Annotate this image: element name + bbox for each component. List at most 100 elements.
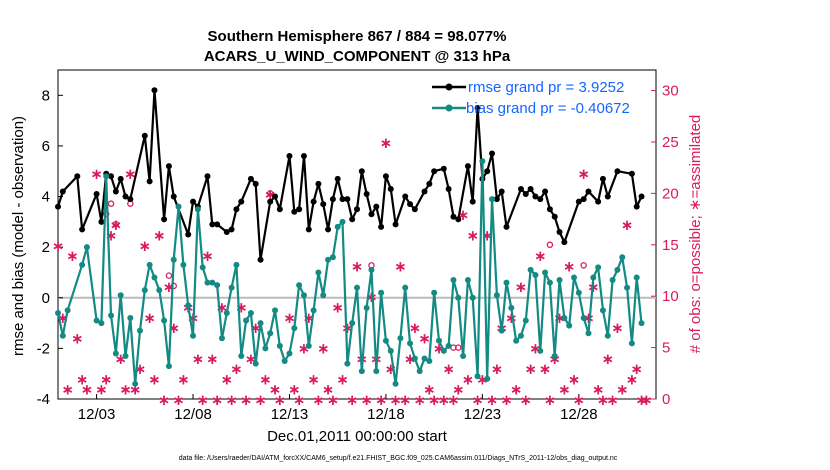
obs-assimilated-marker: ∗ — [129, 381, 142, 399]
rmse-point — [407, 201, 414, 208]
rmse-point — [614, 168, 621, 175]
rmse-point — [300, 153, 307, 160]
obs-assimilated-marker: ∗ — [119, 381, 132, 399]
rmse-point — [93, 191, 100, 198]
rmse-point — [112, 188, 119, 195]
rmse-point — [542, 188, 549, 195]
rmse-point — [378, 223, 385, 230]
obs-assimilated-marker: ∗ — [148, 370, 161, 388]
obs-assimilated-marker: ∗ — [558, 381, 571, 399]
rmse-point — [402, 193, 409, 200]
rmse-point — [305, 226, 312, 233]
y-tick-label: 8 — [42, 87, 50, 104]
bias-point — [98, 320, 105, 327]
rmse-point — [421, 188, 428, 195]
obs-assimilated-marker: ∗ — [81, 381, 94, 399]
bias-point — [382, 337, 389, 344]
obs-assimilated-marker: ∗ — [110, 216, 123, 234]
bias-point — [440, 347, 447, 354]
y2-tick-label: 25 — [662, 134, 679, 151]
bias-point — [339, 218, 346, 225]
obs-assimilated-marker: ∗ — [428, 391, 441, 409]
obs-assimilated-marker: ∗ — [100, 370, 113, 388]
bias-point — [599, 307, 606, 314]
bias-point — [161, 317, 168, 324]
rmse-point — [450, 213, 457, 220]
series-layer — [55, 87, 645, 387]
rmse-point — [484, 168, 491, 175]
rmse-point — [108, 173, 115, 180]
obs-assimilated-marker: ∗ — [274, 391, 287, 409]
rmse-point — [604, 193, 611, 200]
rmse-point — [551, 213, 558, 220]
bias-point — [83, 244, 90, 251]
legend: rmse grand pr = 3.9252 bias grand pr = -… — [432, 79, 630, 117]
obs-assimilated-marker: ∗ — [90, 165, 103, 183]
bias-point — [474, 373, 481, 380]
rmse-point — [358, 168, 365, 175]
rmse-point — [411, 206, 418, 213]
obs-assimilated-marker: ∗ — [201, 247, 214, 265]
bias-point — [286, 350, 293, 357]
rmse-point — [122, 193, 129, 200]
obs-assimilated-marker: ∗ — [621, 216, 634, 234]
rmse-point — [354, 206, 360, 213]
rmse-point — [474, 104, 481, 111]
obs-assimilated-marker: ∗ — [177, 370, 190, 388]
rmse-point — [517, 185, 524, 192]
bias-point — [281, 358, 288, 365]
obs-assimilated-marker: ∗ — [413, 391, 426, 409]
obs-assimilated-marker: ∗ — [606, 391, 619, 409]
obs-assimilated-marker: ∗ — [312, 391, 325, 409]
rmse-point — [79, 226, 86, 233]
obs-assimilated-marker: ∗ — [351, 257, 364, 275]
bias-point — [310, 307, 317, 314]
obs-assimilated-marker: ∗ — [515, 278, 528, 296]
obs-assimilated-marker: ∗ — [331, 298, 344, 316]
bias-point — [604, 332, 611, 339]
rmse-point — [320, 201, 327, 208]
obs-assimilated-marker: ∗ — [95, 381, 108, 399]
y-tick-label: -4 — [37, 391, 50, 408]
bias-point — [431, 289, 438, 296]
obs-assimilated-marker: ∗ — [389, 391, 402, 409]
obs-assimilated-marker: ∗ — [380, 134, 393, 152]
rmse-point — [296, 206, 303, 213]
bias-point — [180, 261, 187, 268]
rmse-point — [440, 165, 447, 172]
obs-possible-marker — [546, 241, 554, 249]
obs-assimilated-marker: ∗ — [442, 360, 455, 378]
rmse-point — [185, 231, 192, 238]
obs-possible-marker — [455, 344, 462, 351]
bias-point — [112, 350, 119, 357]
obs-assimilated-marker: ∗ — [317, 340, 330, 358]
bias-point — [262, 345, 269, 352]
obs-possible-marker — [102, 210, 110, 218]
obs-assimilated-marker: ∗ — [139, 237, 152, 255]
bias-point — [199, 264, 206, 271]
bias-point — [59, 332, 66, 339]
obs-assimilated-marker: ∗ — [360, 391, 373, 409]
bias-point — [402, 284, 409, 291]
bias-point — [315, 269, 322, 276]
bias-point — [252, 360, 259, 367]
obs-assimilated-marker: ∗ — [486, 391, 499, 409]
bias-point — [243, 317, 250, 324]
legend-bias-label: bias grand pr = -0.40672 — [466, 100, 630, 117]
rmse-point — [252, 180, 259, 187]
bias-point — [93, 317, 100, 324]
obs-assimilated-marker: ∗ — [577, 165, 590, 183]
legend-rmse-marker — [445, 83, 453, 91]
bias-point — [272, 307, 279, 314]
rmse-series — [55, 87, 645, 263]
bias-point — [247, 309, 254, 316]
rmse-point — [127, 196, 134, 203]
bias-point — [257, 320, 264, 327]
rmse-point — [238, 198, 245, 205]
x-tick-label: 12/23 — [464, 406, 502, 423]
bias-point — [498, 327, 505, 334]
rmse-point — [585, 188, 592, 195]
bias-point — [291, 325, 298, 332]
obs-assimilated-marker: ∗ — [76, 370, 89, 388]
obs-assimilated-marker: ∗ — [71, 329, 84, 347]
